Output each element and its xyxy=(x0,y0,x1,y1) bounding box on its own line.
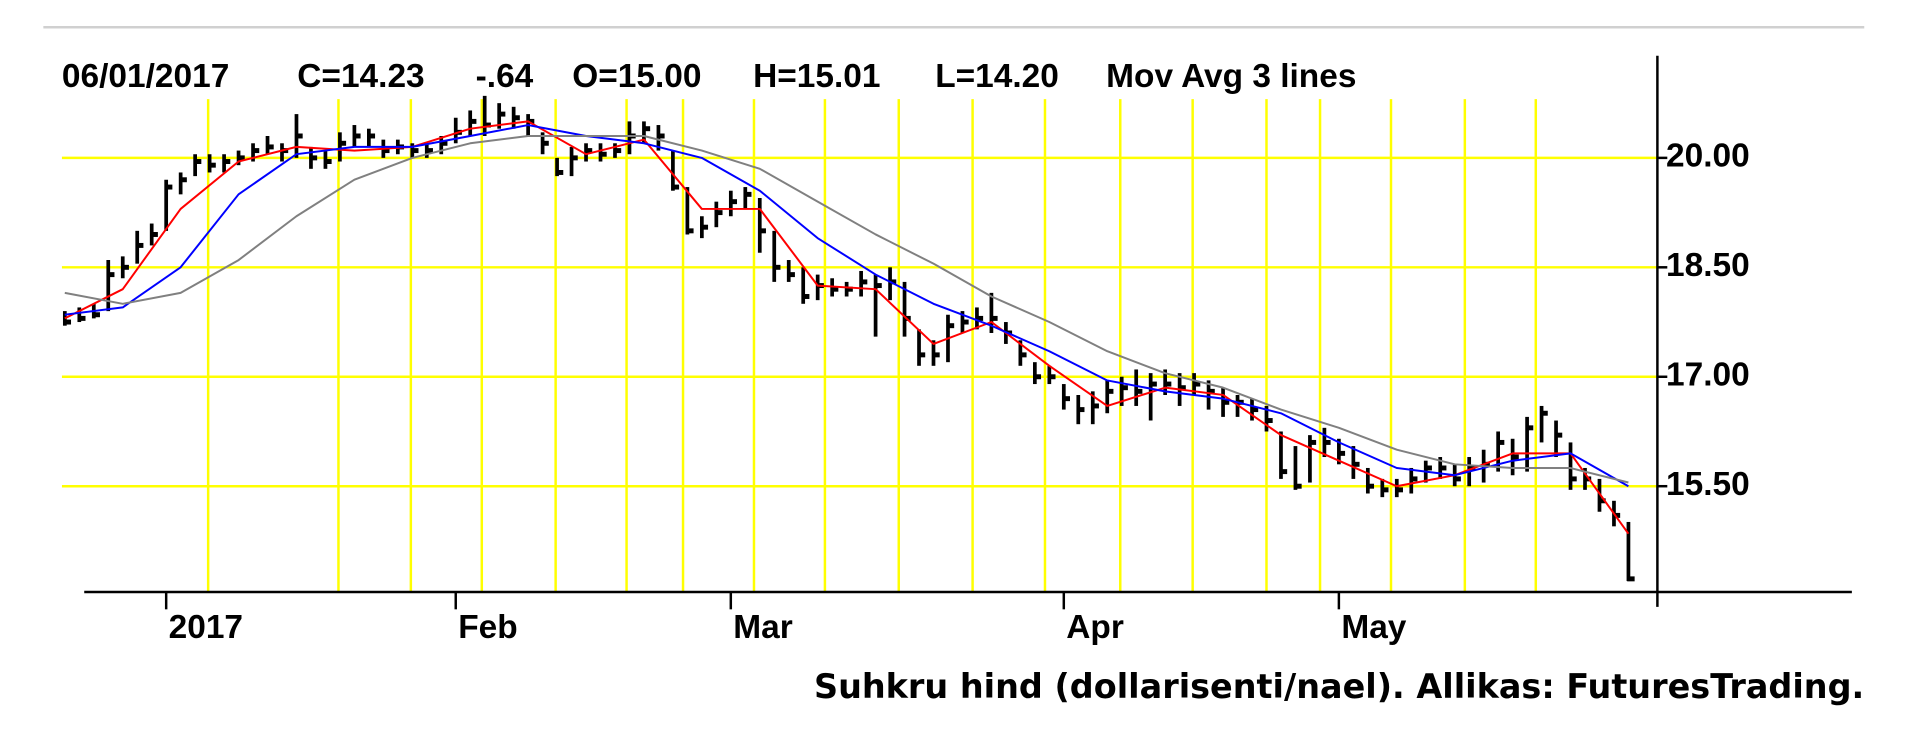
header-date: 06/01/2017 xyxy=(62,58,229,95)
y-tick-label: 20.00 xyxy=(1666,138,1750,175)
x-tick-label: 2017 xyxy=(169,609,243,646)
header-high: H=15.01 xyxy=(753,58,880,95)
y-tick-label: 17.00 xyxy=(1666,357,1750,394)
x-tick-label: Feb xyxy=(458,609,517,646)
header-indicator: Mov Avg 3 lines xyxy=(1106,58,1356,95)
moving-average-line xyxy=(64,124,1629,488)
x-tick-label: Apr xyxy=(1066,609,1124,646)
header-close: C=14.23 xyxy=(297,58,424,95)
x-tick-label: May xyxy=(1341,609,1406,646)
x-tick-label: Mar xyxy=(733,609,792,646)
y-tick-label: 18.50 xyxy=(1666,247,1750,284)
caption: Suhkru hind (dollarisenti/nael). Allikas… xyxy=(814,667,1864,706)
y-tick-label: 15.50 xyxy=(1666,466,1750,503)
header-low: L=14.20 xyxy=(935,58,1059,95)
moving-average-line xyxy=(64,120,1630,535)
header-change: -.64 xyxy=(476,58,534,95)
moving-average-line xyxy=(64,134,1629,484)
header-open: O=15.00 xyxy=(572,58,701,95)
